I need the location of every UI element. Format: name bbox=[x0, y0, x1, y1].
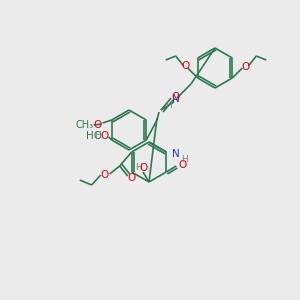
Text: O: O bbox=[178, 160, 186, 170]
Text: O: O bbox=[100, 131, 109, 141]
Text: H: H bbox=[135, 164, 141, 172]
Text: O: O bbox=[171, 92, 179, 102]
Text: N: N bbox=[172, 94, 180, 104]
Text: H: H bbox=[181, 154, 188, 164]
Text: O: O bbox=[140, 163, 148, 173]
Text: N: N bbox=[172, 149, 180, 159]
Text: O: O bbox=[100, 170, 109, 180]
Text: H: H bbox=[94, 131, 101, 140]
Text: O: O bbox=[182, 61, 190, 71]
Text: O: O bbox=[241, 62, 249, 72]
Text: CH₃: CH₃ bbox=[76, 120, 94, 130]
Text: O: O bbox=[94, 120, 102, 130]
Text: H: H bbox=[166, 101, 172, 110]
Text: HO: HO bbox=[86, 131, 102, 141]
Text: O: O bbox=[128, 173, 136, 183]
